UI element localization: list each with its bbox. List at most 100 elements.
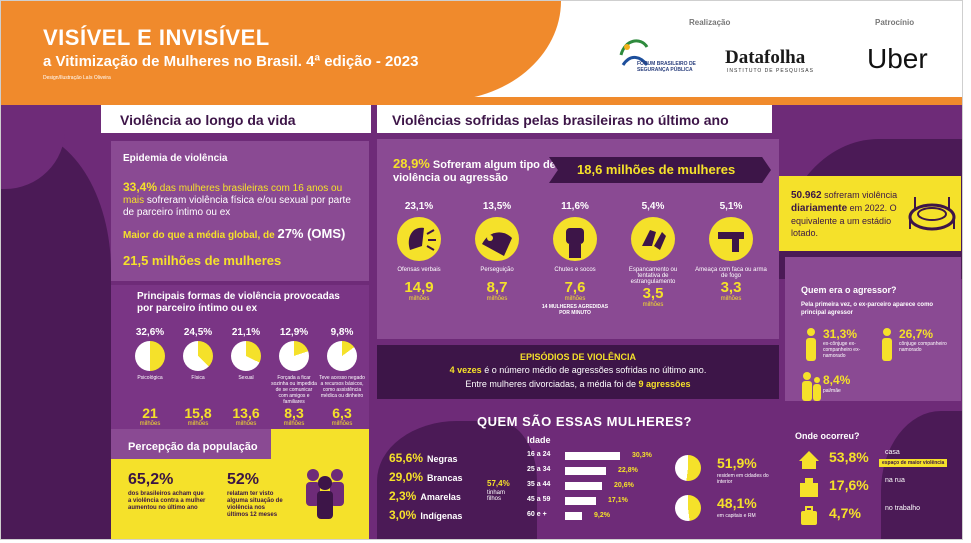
header-divider bbox=[1, 97, 962, 105]
global-text: Maior do que a média global, de bbox=[123, 230, 278, 241]
design-credit: Design/Ilustração Laís Oliveira bbox=[43, 75, 111, 81]
stadium-bold: diariamente bbox=[791, 203, 848, 214]
episodes-line-1: 4 vezes é o número médio de agressões so… bbox=[377, 365, 779, 375]
epidemic-panel bbox=[111, 141, 369, 281]
global-pct: 27% (OMS) bbox=[277, 226, 346, 241]
age-bar bbox=[565, 482, 602, 490]
age-range: 16 a 24 bbox=[527, 451, 551, 458]
type-unit: milhões bbox=[564, 296, 586, 302]
type-pct: 11,6% bbox=[561, 201, 589, 212]
residence-pct: 51,9% bbox=[717, 455, 757, 471]
aggressor-title: Quem era o agressor? bbox=[801, 285, 897, 295]
residence-pct: 48,1% bbox=[717, 495, 757, 511]
where-note: espaço de maior violência bbox=[879, 459, 948, 467]
eye-icon bbox=[474, 216, 520, 262]
type-label: Perseguição bbox=[480, 267, 514, 273]
stadium-text-1: sofreram violência bbox=[821, 190, 898, 200]
race-pct: 65,6% bbox=[389, 451, 424, 465]
form-item: 21,1% Sexual 13,6 milhões bbox=[223, 327, 269, 447]
epidemic-stat-text2: ou mais bbox=[123, 183, 343, 206]
type-pct: 23,1% bbox=[404, 201, 434, 212]
form-unit: milhões bbox=[139, 421, 161, 427]
woman-silhouette-left bbox=[1, 131, 111, 539]
age-row: 45 a 59 17,1% bbox=[527, 496, 672, 508]
person-icon-ex bbox=[805, 327, 817, 361]
type-item: 23,1% Ofensas verbais 14,9 milhões bbox=[383, 201, 455, 341]
race-item: 65,6% Negras bbox=[389, 449, 458, 467]
suffered-millions: 18,6 milhões de mulheres bbox=[577, 162, 736, 177]
aggressor-label-1: ex-cônjuge ex-companheiro ex-namorado bbox=[823, 341, 861, 359]
episodes-text-2: Entre mulheres divorciadas, a média foi … bbox=[465, 379, 639, 389]
form-unit: milhões bbox=[235, 421, 257, 427]
where-pct: 17,6% bbox=[829, 477, 869, 493]
residence-pie bbox=[675, 455, 701, 481]
type-num: 3,3 bbox=[720, 279, 742, 296]
form-pct: 32,6% bbox=[135, 327, 165, 338]
where-pct: 53,8% bbox=[829, 449, 869, 465]
race-label: Amarelas bbox=[420, 492, 461, 502]
form-pie bbox=[279, 341, 309, 371]
perception-title: Percepção da população bbox=[128, 441, 258, 453]
stadium-icon bbox=[907, 187, 957, 237]
form-pie bbox=[135, 341, 165, 371]
aggressor-label-2: cônjuge companheiro namorado bbox=[899, 341, 947, 353]
perception-text-2: relatam ter visto alguma situação de vio… bbox=[227, 491, 283, 518]
house-icon bbox=[797, 447, 821, 471]
race-item: 3,0% Indígenas bbox=[389, 506, 462, 524]
race-label: Indígenas bbox=[420, 511, 463, 521]
aggressor-pct-2: 26,7% bbox=[899, 327, 934, 341]
where-pct: 4,7% bbox=[829, 505, 861, 521]
realizacao-label: Realização bbox=[689, 18, 731, 27]
race-pct: 3,0% bbox=[389, 508, 417, 522]
type-num: 3,5 bbox=[642, 285, 664, 302]
epidemic-stat-text3: sofreram violência física e/ou sexual po… bbox=[123, 195, 351, 218]
form-pie bbox=[327, 341, 357, 371]
who-title: QUEM SÃO ESSAS MULHERES? bbox=[477, 414, 692, 429]
residence-item: 51,9% residem em cidades do interior bbox=[675, 451, 785, 489]
form-pct: 21,1% bbox=[231, 327, 261, 338]
woman-silhouette-bottom bbox=[377, 421, 537, 539]
type-unit: milhões bbox=[642, 302, 664, 308]
type-label: Espancamento ou tentativa de estrangulam… bbox=[628, 267, 678, 285]
form-num: 21 bbox=[142, 405, 158, 421]
where-item: 53,8% casa espaço de maior violência bbox=[797, 445, 962, 471]
race-item: 29,0% Brancas bbox=[389, 468, 463, 486]
where-label: casa bbox=[885, 449, 900, 456]
episodes-text-1: é o número médio de agressões sofridas n… bbox=[481, 365, 707, 375]
age-range: 45 a 59 bbox=[527, 496, 551, 503]
type-item: 11,6% Chutes e socos 7,6 milhões 14 MULHERES… bbox=[539, 201, 611, 341]
where-title: Onde ocorreu? bbox=[795, 431, 860, 441]
header-orange-band bbox=[1, 1, 561, 101]
type-label: Ofensas verbais bbox=[397, 267, 441, 273]
residence-pie bbox=[675, 495, 701, 521]
stadium-text-2: em 2022. O equivalente a um estádio lota… bbox=[791, 203, 897, 238]
where-list: 53,8% casa espaço de maior violência 17,6% n… bbox=[797, 445, 962, 535]
form-label: Psicológica bbox=[137, 375, 163, 381]
age-pct: 22,8% bbox=[618, 467, 638, 474]
aggressor-label-3: pai/mãe bbox=[823, 388, 841, 394]
episodes-bold-1: 4 vezes bbox=[449, 365, 482, 375]
type-item: 5,4% Espancamento ou tentativa de estrang… bbox=[617, 201, 689, 341]
right-heading-band bbox=[377, 105, 772, 133]
form-unit: milhões bbox=[283, 421, 305, 427]
type-unit: milhões bbox=[408, 296, 430, 302]
datafolha-sub: INSTITUTO DE PESQUISAS bbox=[727, 68, 814, 74]
right-section-heading: Violências sofridas pelas brasileiras no… bbox=[392, 112, 729, 128]
aggressor-panel bbox=[785, 257, 961, 401]
episodes-title: EPISÓDIOS DE VIOLÊNCIA bbox=[519, 352, 637, 362]
residence-item: 48,1% em capitais e RM bbox=[675, 491, 785, 529]
race-pct: 2,3% bbox=[389, 489, 417, 503]
race-label: Brancas bbox=[427, 473, 463, 483]
type-pct: 13,5% bbox=[482, 201, 512, 212]
form-pct: 9,8% bbox=[330, 327, 354, 338]
epidemic-stat: 33,4% das mulheres brasileiras com 16 an… bbox=[123, 181, 363, 219]
race-item: 2,3% Amarelas bbox=[389, 487, 461, 505]
residence-list: 51,9% residem em cidades do interior 48,1%… bbox=[675, 451, 785, 531]
forms-row: 32,6% Psicológica 21 milhões 24,5% Física 15,8… bbox=[127, 327, 371, 447]
perception-pct-2: 52% bbox=[227, 471, 260, 488]
age-range: 35 a 44 bbox=[527, 481, 551, 488]
person-icon-partner bbox=[881, 327, 893, 361]
violence-types-row: 23,1% Ofensas verbais 14,9 milhões 13,5% Pers… bbox=[379, 201, 779, 341]
where-label: no trabalho bbox=[885, 505, 921, 512]
where-item: 17,6% na rua bbox=[797, 473, 962, 499]
